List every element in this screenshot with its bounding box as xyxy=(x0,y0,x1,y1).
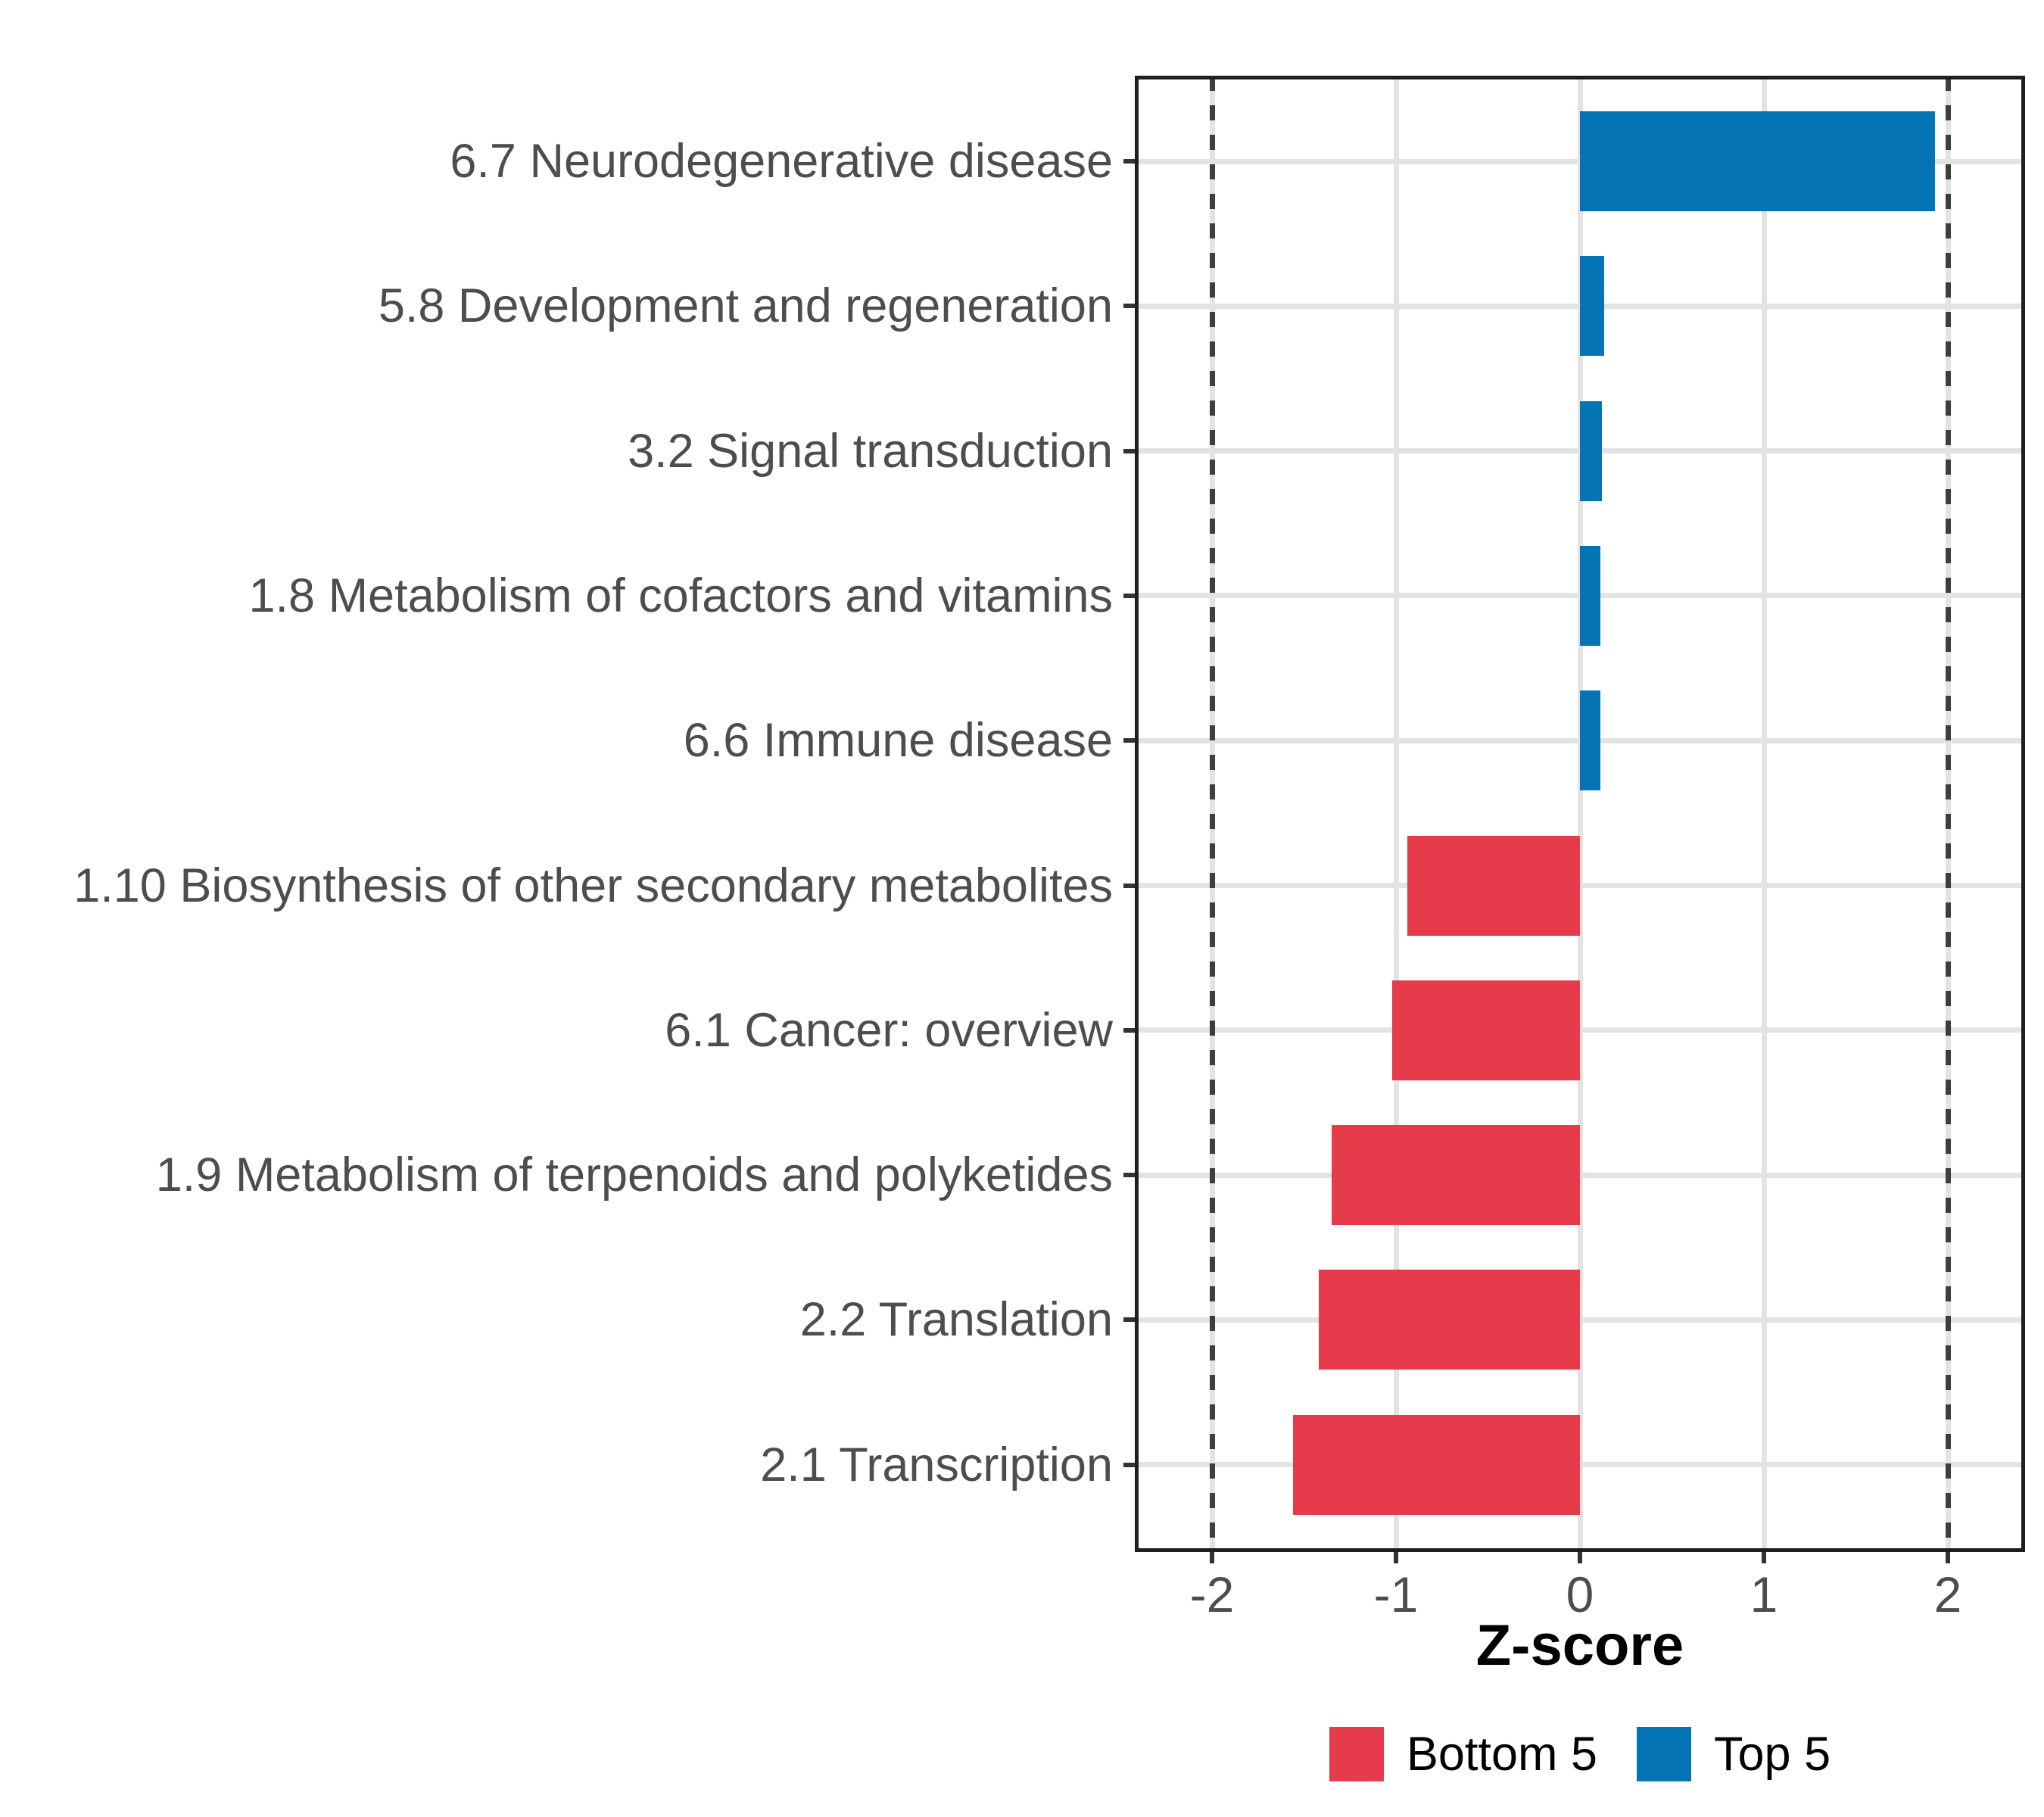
y-label-5: 1.10 Biosynthesis of other secondary met… xyxy=(73,859,1113,912)
bar-0 xyxy=(1580,111,1935,211)
y-tick-5 xyxy=(1123,883,1135,888)
x-tick-label--1: -1 xyxy=(1373,1566,1419,1622)
bar-7 xyxy=(1331,1125,1580,1226)
legend: Bottom 5 Top 5 xyxy=(1135,1720,2025,1788)
x-tick--1 xyxy=(1394,1552,1398,1563)
x-axis-title: Z-score xyxy=(1475,1613,1684,1678)
bar-3 xyxy=(1580,545,1600,646)
reference-line-2 xyxy=(1945,76,1951,1552)
y-label-0: 6.7 Neurodegenerative disease xyxy=(450,135,1113,188)
x-tick--2 xyxy=(1210,1552,1214,1563)
y-tick-4 xyxy=(1123,738,1135,743)
y-tick-8 xyxy=(1123,1317,1135,1323)
bar-4 xyxy=(1580,690,1600,791)
legend-label-bottom5: Bottom 5 xyxy=(1406,1728,1597,1781)
y-label-4: 6.6 Immune disease xyxy=(683,714,1113,768)
bar-8 xyxy=(1318,1270,1580,1370)
gridline-category-6 xyxy=(1135,1027,2025,1033)
bar-2 xyxy=(1580,400,1603,501)
gridline-x-1 xyxy=(1761,76,1767,1552)
bar-1 xyxy=(1580,256,1604,357)
y-tick-3 xyxy=(1123,593,1135,598)
gridline-x-0 xyxy=(1577,76,1583,1552)
y-label-8: 2.2 Translation xyxy=(799,1293,1113,1347)
y-label-6: 6.1 Cancer: overview xyxy=(665,1003,1113,1057)
plot-panel xyxy=(1135,76,2025,1552)
bar-9 xyxy=(1292,1414,1580,1515)
gridline-category-7 xyxy=(1135,1172,2025,1178)
legend-swatch-top5 xyxy=(1637,1727,1691,1781)
y-tick-6 xyxy=(1123,1027,1135,1033)
y-label-3: 1.8 Metabolism of cofactors and vitamins xyxy=(248,569,1113,622)
gridline-x--1 xyxy=(1393,76,1399,1552)
legend-label-top5: Top 5 xyxy=(1714,1728,1831,1781)
x-tick-label--2: -2 xyxy=(1189,1566,1235,1622)
legend-item-top5: Top 5 xyxy=(1637,1727,1831,1781)
gridline-category-5 xyxy=(1135,883,2025,888)
y-label-9: 2.1 Transcription xyxy=(760,1438,1113,1491)
x-tick-label-0: 0 xyxy=(1566,1566,1594,1622)
y-label-2: 3.2 Signal transduction xyxy=(628,424,1113,478)
y-tick-9 xyxy=(1123,1462,1135,1467)
legend-item-bottom5: Bottom 5 xyxy=(1329,1727,1597,1781)
bar-6 xyxy=(1392,980,1580,1080)
bar-5 xyxy=(1407,835,1580,936)
x-tick-2 xyxy=(1946,1552,1950,1563)
reference-line--2 xyxy=(1209,76,1215,1552)
gridline-category-8 xyxy=(1135,1317,2025,1323)
x-tick-1 xyxy=(1762,1552,1766,1563)
x-tick-label-1: 1 xyxy=(1750,1566,1778,1622)
x-tick-label-2: 2 xyxy=(1933,1566,1962,1622)
gridline-category-9 xyxy=(1135,1462,2025,1468)
x-tick-0 xyxy=(1578,1552,1582,1563)
y-tick-1 xyxy=(1123,304,1135,309)
y-tick-2 xyxy=(1123,448,1135,453)
legend-swatch-bottom5 xyxy=(1329,1727,1384,1781)
y-label-1: 5.8 Development and regeneration xyxy=(378,279,1113,333)
y-label-7: 1.9 Metabolism of terpenoids and polyket… xyxy=(155,1148,1113,1202)
y-tick-0 xyxy=(1123,159,1135,164)
y-tick-7 xyxy=(1123,1173,1135,1178)
